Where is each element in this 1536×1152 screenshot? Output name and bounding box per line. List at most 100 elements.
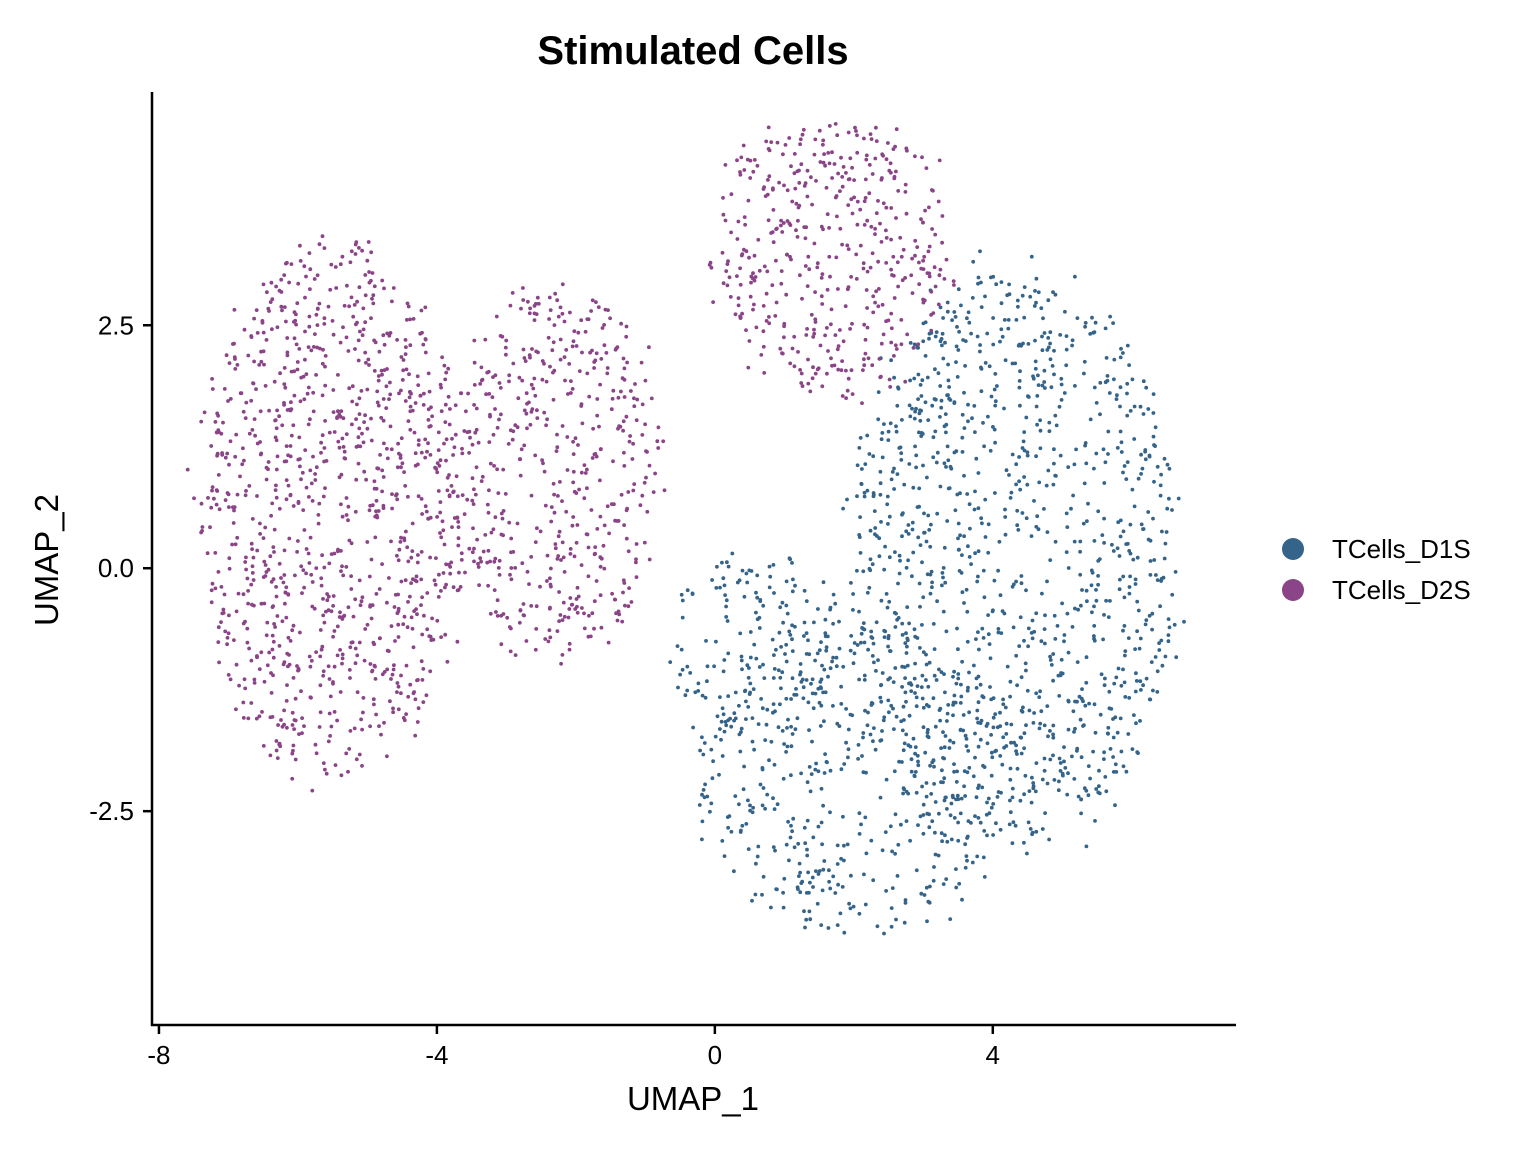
data-point [326,594,331,599]
data-point [434,556,438,560]
data-point [933,429,938,434]
data-point [908,341,913,345]
data-point [884,319,888,324]
data-point [790,637,794,642]
data-point [1064,511,1069,516]
data-point [1033,366,1038,371]
data-point [908,378,912,383]
data-point [839,856,843,861]
data-point [946,362,950,367]
data-point [540,359,545,363]
data-point [906,532,911,536]
data-point [401,358,406,362]
data-point [1102,683,1107,688]
data-point [1003,532,1008,537]
data-point [492,464,496,468]
data-point [761,329,766,334]
data-point [480,377,485,382]
data-point [911,736,916,741]
data-point [1064,363,1069,368]
data-point [617,424,621,429]
data-point [754,325,759,330]
data-point [778,702,782,707]
data-point [1144,385,1149,390]
data-point [936,199,941,204]
data-point [760,892,764,897]
data-point [849,634,854,638]
data-point [909,689,914,693]
data-point [459,551,464,556]
data-point [733,312,738,317]
data-point [753,275,758,279]
data-point [255,494,259,498]
data-point [192,496,196,501]
data-point [1025,453,1030,458]
data-point [353,242,358,247]
data-point [922,298,927,303]
data-point [751,271,755,276]
data-point [626,604,631,609]
data-point [1065,611,1070,616]
data-point [1036,527,1041,532]
data-point [862,872,866,877]
data-point [396,684,401,689]
data-point [593,551,597,556]
data-point [904,211,909,216]
data-point [426,516,430,521]
data-point [753,892,758,897]
data-point [799,771,803,776]
data-point [902,920,907,925]
data-point [291,504,296,508]
data-point [895,472,900,476]
data-point [865,433,870,438]
data-point [332,629,337,633]
data-point [540,377,545,382]
data-point [1018,487,1023,492]
data-point [720,560,724,565]
data-point [455,639,460,644]
data-point [473,430,478,435]
data-point [250,428,255,432]
data-point [449,560,454,565]
data-point [812,327,816,332]
data-point [300,716,304,720]
data-point [816,824,821,829]
data-point [849,581,853,585]
data-point [1056,788,1061,793]
data-point [871,310,876,315]
data-point [347,538,352,543]
data-point [795,716,800,721]
data-point [1092,624,1097,628]
data-point [346,605,351,610]
data-point [347,747,352,751]
data-point [216,640,221,644]
data-point [1086,501,1090,506]
data-point [367,270,371,274]
data-point [720,839,725,843]
data-point [1075,699,1079,704]
data-point [352,303,357,307]
data-point [274,438,279,443]
data-point [917,581,922,586]
data-point [966,402,970,407]
data-point [216,625,221,630]
data-point [1079,797,1083,802]
data-point [1052,461,1056,466]
data-point [726,694,731,698]
data-point [547,295,552,300]
data-point [384,406,389,410]
data-point [903,276,907,280]
data-point [556,314,561,319]
data-point [622,523,626,527]
data-point [955,626,959,631]
data-point [215,489,220,493]
data-point [554,449,559,453]
data-point [223,498,228,502]
data-point [282,366,287,370]
data-point [903,379,908,384]
data-point [865,306,869,310]
data-point [904,529,909,534]
data-point [856,757,860,761]
data-point [1014,579,1018,584]
data-point [974,795,979,800]
